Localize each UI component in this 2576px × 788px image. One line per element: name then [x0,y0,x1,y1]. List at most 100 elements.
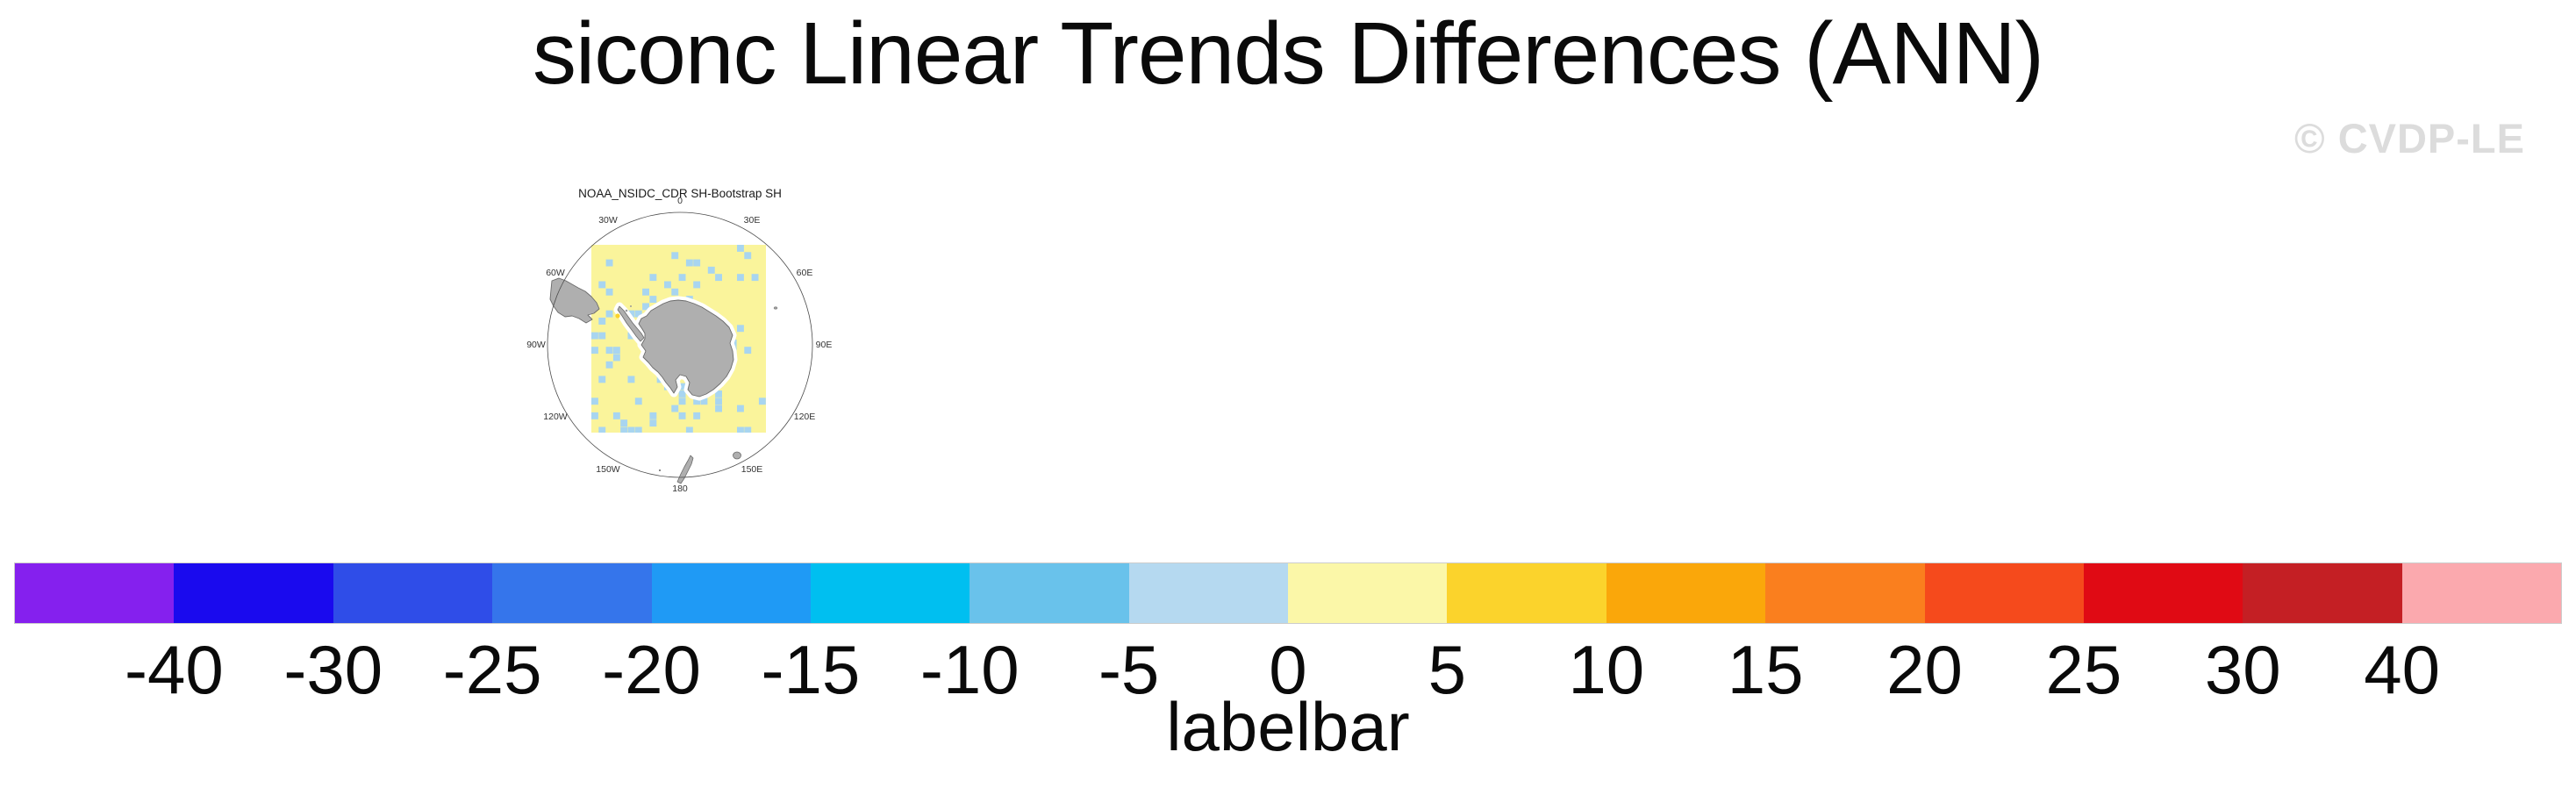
colorbar-tick-labels: -40 -30 -25 -20 -15 -10 -5 0 5 10 15 20 25 30 40 [0,630,2576,709]
colorbar-tick-label: 5 [1428,631,1467,708]
speckle-cell [744,426,752,433]
speckle-cell [671,405,679,412]
colorbar-tick-label: 25 [2045,631,2122,708]
colorbar-segment [2243,563,2402,623]
longitude-label: 90W [526,340,546,350]
colorbar-tick-label: 40 [2364,631,2441,708]
island-speck [625,309,628,312]
colorbar-tick-label: -15 [761,631,861,708]
speckle-cell [605,259,613,267]
colorbar-tick-label: 10 [1568,631,1645,708]
speckle-cell [751,274,759,282]
colorbar-segment [492,563,652,623]
longitude-label: 150W [596,464,620,475]
colorbar-tick-label: -20 [602,631,701,708]
longitude-label: 30W [598,215,618,226]
speckle-cell [737,426,744,433]
longitude-label: 60E [797,268,813,278]
speckle-cell [744,347,752,355]
colorbar-segment [1606,563,1766,623]
new-zealand-south-island [676,455,694,484]
colorbar-segment [15,563,175,623]
colorbar-segment [333,563,493,623]
speckle-cell [649,274,657,282]
colorbar-tick-label: 0 [1269,631,1307,708]
longitude-label: 150E [741,464,763,475]
speckle-cell [649,412,657,419]
speckle-cell [598,318,606,325]
speckle-cell [671,252,679,260]
longitude-labels: 0 30E 60E 90E 120E 150E 180 150W 120W 90W 60W 30W [526,196,832,494]
speckle-cell [737,245,744,252]
longitude-label: 30E [744,215,761,226]
speckle-cell [591,332,598,340]
island-speck [773,306,778,310]
polar-map-panel: NOAA_NSIDC_CDR SH-Bootstrap SH [526,187,832,494]
speckle-cell [642,303,649,311]
map-title: NOAA_NSIDC_CDR SH-Bootstrap SH [578,187,782,200]
speckle-cell [627,310,635,318]
colorbar-tick-label: 15 [1727,631,1804,708]
speckle-cell [612,354,620,362]
longitude-label: 120W [543,412,568,422]
speckle-cell [634,426,642,433]
speckle-cell [693,281,701,289]
colorbar-segment [970,563,1129,623]
speckle-cell [671,288,679,296]
speckle-cell [605,361,613,369]
longitude-label: 0 [677,196,683,206]
speckle-cell [598,376,606,383]
page-title: siconc Linear Trends Differences (ANN) [533,4,2044,103]
colorbar-segment [651,563,811,623]
speckle-cell [591,347,598,355]
map-boundary-circle [547,211,813,478]
colorbar-tick-label: 30 [2204,631,2281,708]
speckle-cell [707,266,715,274]
speckle-cell [685,426,693,433]
colorbar-tick-label: 20 [1886,631,1963,708]
speckle-cell [758,398,766,405]
colorbar-segment [1288,563,1448,623]
speckle-cell [605,347,613,355]
colorbar-caption: labelbar [1166,688,1410,765]
island-speck [659,469,661,471]
colorbar-tick-label: -25 [442,631,542,708]
speckle-cell [715,405,722,412]
speckle-cell [715,398,722,405]
speckle-cell [678,412,686,419]
colorbar-segment [2401,563,2561,623]
speckle-cell [693,259,701,267]
colorbar-segment [174,563,333,623]
antarctica-shape [638,299,734,398]
colorbar-tick-label: -10 [919,631,1020,708]
watermark: © CVDP-LE [2294,115,2525,161]
new-zealand-north-island [733,451,741,460]
speckle-cell [678,398,686,405]
speckle-cell [678,383,686,390]
gold-anomaly-cell [615,313,620,319]
speckle-cell [693,398,701,405]
speckle-cell [591,412,598,419]
speckle-cell [715,274,722,282]
speckle-cell [598,281,606,289]
speckle-cell [678,390,686,398]
speckle-cell [612,347,620,355]
speckle-cell [642,288,649,296]
colorbar [14,562,2562,624]
colorbar-tick-label: -30 [283,631,383,708]
speckle-cell [693,412,701,419]
speckle-cell [627,426,635,433]
speckle-cell [737,274,744,282]
speckle-cell [598,332,606,340]
speckle-cell [685,259,693,267]
colorbar-segment [810,563,970,623]
speckle-cell [620,419,628,427]
speckle-cell [605,288,613,296]
speckle-cell [649,419,657,427]
speckle-cell [620,426,628,433]
south-america-shape [549,277,600,324]
speckle-cell [737,325,744,333]
colorbar-tick-label: -5 [1098,631,1160,708]
speckle-cell [612,412,620,419]
